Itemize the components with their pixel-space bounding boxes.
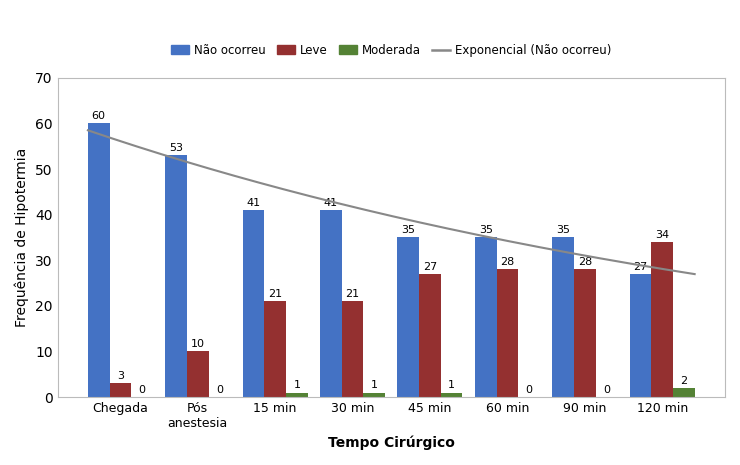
Text: 28: 28 xyxy=(500,257,514,267)
Exponencial (Não ocorreu) xyxy=(245,177,254,183)
Text: 1: 1 xyxy=(371,380,377,390)
Exponencial (Não ocorreu) xyxy=(196,163,205,169)
Text: 21: 21 xyxy=(268,289,282,299)
Bar xyxy=(264,301,286,397)
Text: 41: 41 xyxy=(324,198,338,208)
Exponencial (Não ocorreu) xyxy=(108,136,117,141)
Exponencial (Não ocorreu) xyxy=(660,266,669,272)
Text: 0: 0 xyxy=(603,385,610,395)
Text: 35: 35 xyxy=(479,225,493,235)
Bar xyxy=(651,242,673,397)
Text: 34: 34 xyxy=(655,230,669,240)
Exponencial (Não ocorreu) xyxy=(690,271,699,277)
Legend: Não ocorreu, Leve, Moderada, Exponencial (Não ocorreu): Não ocorreu, Leve, Moderada, Exponencial… xyxy=(166,39,616,61)
Line: Exponencial (Não ocorreu): Exponencial (Não ocorreu) xyxy=(88,130,695,274)
Exponencial (Não ocorreu) xyxy=(639,263,648,268)
Bar xyxy=(243,210,264,397)
Bar xyxy=(342,301,363,397)
Text: 41: 41 xyxy=(246,198,260,208)
Text: 2: 2 xyxy=(680,376,687,385)
Text: 28: 28 xyxy=(578,257,592,267)
Bar xyxy=(673,388,695,397)
Text: 27: 27 xyxy=(633,262,648,272)
Text: 0: 0 xyxy=(216,385,223,395)
Text: 27: 27 xyxy=(423,262,437,272)
Text: 35: 35 xyxy=(556,225,570,235)
Y-axis label: Frequência de Hipotermia: Frequência de Hipotermia xyxy=(15,148,30,327)
Exponencial (Não ocorreu) xyxy=(120,140,129,145)
Exponencial (Não ocorreu) xyxy=(84,127,92,133)
Text: 3: 3 xyxy=(117,371,124,381)
Bar xyxy=(110,384,131,397)
Bar xyxy=(165,155,187,397)
Bar xyxy=(630,274,651,397)
Bar xyxy=(552,238,574,397)
Text: 21: 21 xyxy=(346,289,360,299)
Bar xyxy=(88,123,110,397)
Bar xyxy=(397,238,419,397)
Text: 1: 1 xyxy=(448,380,455,390)
Text: 53: 53 xyxy=(169,143,183,153)
Bar xyxy=(441,392,462,397)
Bar xyxy=(187,352,209,397)
X-axis label: Tempo Cirúrgico: Tempo Cirúrgico xyxy=(328,436,454,450)
Text: 10: 10 xyxy=(191,339,205,349)
Text: 35: 35 xyxy=(401,225,415,235)
Bar xyxy=(286,392,308,397)
Bar xyxy=(497,269,518,397)
Text: 60: 60 xyxy=(92,111,106,121)
Text: 0: 0 xyxy=(138,385,146,395)
Bar xyxy=(419,274,441,397)
Text: 1: 1 xyxy=(293,380,300,390)
Bar xyxy=(574,269,596,397)
Bar xyxy=(475,238,497,397)
Bar xyxy=(363,392,385,397)
Text: 0: 0 xyxy=(525,385,533,395)
Bar xyxy=(320,210,342,397)
